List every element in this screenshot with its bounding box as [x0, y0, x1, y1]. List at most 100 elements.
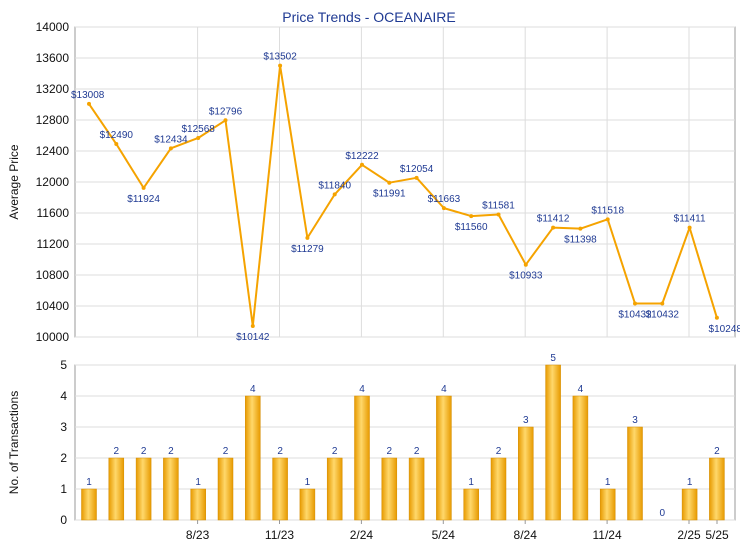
price-point	[523, 262, 528, 267]
transaction-bar	[709, 457, 725, 521]
price-data-label: $11663	[428, 194, 461, 205]
line-y-tick-label: 11600	[37, 206, 70, 220]
transaction-data-label: 1	[195, 477, 201, 488]
transaction-bar	[408, 457, 425, 521]
transaction-data-label: 5	[550, 353, 556, 364]
price-point	[496, 212, 501, 217]
transaction-bar	[81, 488, 97, 521]
price-data-label: $12568	[182, 124, 216, 135]
bar-x-tick-label: 8/24	[514, 528, 538, 542]
line-y-axis-label: Average Price	[7, 144, 21, 219]
price-point	[141, 185, 146, 190]
price-point	[414, 175, 419, 180]
transaction-data-label: 2	[496, 446, 502, 457]
price-data-label: $11279	[291, 244, 324, 255]
transaction-bar	[217, 457, 234, 521]
transaction-bar	[245, 395, 261, 521]
price-data-label: $13008	[71, 90, 105, 101]
transaction-bar	[627, 426, 643, 521]
transaction-data-label: 2	[714, 446, 720, 457]
line-y-tick-label: 11200	[37, 237, 70, 251]
price-data-label: $11924	[127, 194, 160, 205]
price-data-label: $10432	[646, 310, 680, 321]
transaction-bar	[572, 395, 589, 521]
price-data-label: $10248	[709, 324, 740, 335]
transaction-bar	[381, 457, 398, 521]
transaction-bar	[108, 457, 125, 521]
transaction-data-label: 3	[632, 415, 638, 426]
price-data-label: $10933	[509, 271, 543, 282]
transaction-data-label: 1	[86, 477, 92, 488]
price-data-label: $10432	[618, 310, 652, 321]
transaction-bar	[545, 364, 561, 521]
transaction-data-label: 2	[141, 446, 147, 457]
price-point	[305, 235, 310, 240]
bar-x-tick-label: 11/24	[593, 528, 622, 542]
price-data-label: $11412	[537, 214, 570, 225]
price-point	[87, 101, 91, 106]
transaction-data-label: 4	[441, 384, 447, 395]
transaction-data-label: 0	[660, 508, 666, 519]
price-point	[332, 192, 337, 197]
price-data-label: $11840	[318, 180, 351, 191]
price-data-label: $11398	[564, 235, 597, 246]
price-data-label: $13502	[263, 52, 297, 63]
price-series-line	[88, 64, 718, 327]
price-data-label: $11518	[591, 205, 624, 216]
line-y-tick-label: 14000	[36, 20, 70, 34]
bar-plot-area	[74, 364, 736, 521]
price-point	[714, 315, 719, 320]
price-point	[387, 180, 392, 185]
transaction-bar	[490, 457, 507, 521]
price-point	[278, 63, 283, 68]
price-point	[687, 225, 692, 230]
price-data-label: $11991	[373, 189, 406, 200]
price-point	[168, 146, 173, 151]
price-data-label: $11581	[482, 200, 515, 211]
transaction-bar	[299, 488, 316, 521]
transaction-data-label: 3	[523, 415, 529, 426]
transaction-bar	[135, 457, 152, 521]
transaction-bar	[518, 426, 534, 521]
bar-x-tick-label: 2/25	[677, 528, 701, 542]
line-y-tick-label: 12400	[36, 144, 70, 158]
transaction-data-label: 4	[359, 384, 365, 395]
transaction-data-label: 2	[332, 446, 338, 457]
line-y-tick-label: 10000	[36, 330, 70, 344]
transaction-data-label: 2	[277, 446, 283, 457]
price-point	[223, 118, 228, 123]
transaction-data-label: 2	[223, 446, 229, 457]
bar-x-tick-label: 11/23	[265, 528, 294, 542]
bar-y-tick-label: 0	[60, 513, 67, 527]
price-point	[605, 217, 610, 222]
line-y-tick-label: 10800	[36, 268, 70, 282]
transaction-data-label: 1	[468, 477, 474, 488]
bar-y-tick-label: 5	[60, 358, 67, 372]
line-y-tick-label: 12800	[36, 113, 70, 127]
line-y-tick-label: 13200	[36, 82, 70, 96]
price-point	[578, 226, 583, 231]
price-point	[469, 214, 474, 219]
price-point	[441, 206, 446, 211]
price-data-label: $10142	[236, 332, 270, 343]
price-point	[633, 301, 637, 306]
transaction-bar	[326, 457, 343, 521]
transaction-bar	[463, 488, 479, 521]
bar-x-tick-label: 8/23	[186, 528, 210, 542]
price-point	[551, 225, 556, 230]
line-y-tick-label: 12000	[36, 175, 70, 189]
transaction-data-label: 1	[687, 477, 693, 488]
price-data-label: $11560	[455, 222, 488, 233]
transaction-data-label: 2	[114, 446, 120, 457]
transaction-bar	[599, 488, 616, 521]
price-data-label: $12796	[209, 106, 243, 117]
price-point	[196, 135, 201, 140]
transaction-data-label: 4	[578, 384, 584, 395]
transaction-bar	[190, 488, 206, 521]
price-point	[660, 301, 665, 306]
price-data-label: $12434	[154, 134, 188, 145]
line-y-tick-label: 10400	[36, 299, 70, 313]
chart-title: Price Trends - OCEANAIRE	[282, 9, 456, 25]
